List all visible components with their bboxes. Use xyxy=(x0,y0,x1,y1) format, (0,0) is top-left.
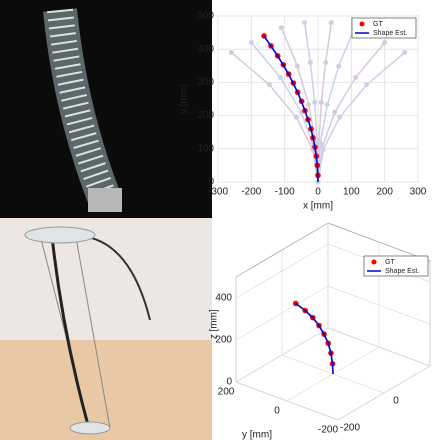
z-axis-label: z [mm] xyxy=(209,309,220,339)
faint-point xyxy=(266,82,272,88)
photo-top xyxy=(0,0,212,218)
faint-point xyxy=(318,99,324,105)
x-tick-label: -200 xyxy=(340,423,360,434)
z-tick-label: 0 xyxy=(226,377,232,388)
legend-label: Shape Est. xyxy=(385,268,419,275)
legend-marker xyxy=(371,259,377,265)
grid-line xyxy=(327,285,431,325)
faint-point xyxy=(364,82,370,88)
y-tick-label: 400 xyxy=(197,44,214,55)
y-tick-label: 0 xyxy=(274,406,280,417)
faint-point xyxy=(277,74,283,80)
faint-point xyxy=(336,63,342,69)
estimate-line xyxy=(295,302,334,375)
grid-line xyxy=(235,285,329,341)
x-tick-label: 200 xyxy=(376,187,393,198)
legend-label: GT xyxy=(373,21,383,28)
x-tick-label: -300 xyxy=(208,187,228,198)
y-tick-label: 0 xyxy=(208,177,214,188)
faint-point xyxy=(302,20,308,26)
faint-point xyxy=(353,74,359,80)
y-tick-label: 300 xyxy=(197,77,214,88)
legend-marker xyxy=(359,21,365,27)
faint-point xyxy=(337,114,343,120)
faint-point xyxy=(382,40,388,46)
grid-line xyxy=(337,365,431,421)
y-axis-label: y [mm] xyxy=(242,430,272,440)
faint-point xyxy=(278,25,284,31)
legend-label: Shape Est. xyxy=(373,30,407,37)
x-tick-label: 300 xyxy=(410,187,427,198)
faint-point xyxy=(328,20,334,26)
y-tick-label: 100 xyxy=(197,143,214,154)
faint-point xyxy=(323,59,329,65)
faint-point xyxy=(317,140,323,146)
z-tick-label: 200 xyxy=(215,335,232,346)
y-tick-label: 200 xyxy=(218,387,235,398)
x-tick-label: -100 xyxy=(275,187,295,198)
y-tick-label: -200 xyxy=(318,425,338,436)
x-axis-label: x [mm] xyxy=(303,201,333,212)
faint-point xyxy=(402,50,408,56)
y-tick-label: 200 xyxy=(197,110,214,121)
faint-point xyxy=(248,40,254,46)
faint-point xyxy=(332,109,338,115)
legend-label: GT xyxy=(385,259,395,266)
y-tick-label: 500 xyxy=(197,11,214,22)
faint-point xyxy=(312,99,318,105)
faint-point xyxy=(306,102,312,108)
faint-point xyxy=(294,63,300,69)
faint-point xyxy=(324,102,330,108)
x-tick-label: 100 xyxy=(343,187,360,198)
photo-bottom xyxy=(0,218,212,440)
grid-line xyxy=(235,327,329,383)
faint-point xyxy=(228,50,234,56)
grid-line xyxy=(327,327,431,367)
x-tick-label: 0 xyxy=(315,187,321,198)
faint-point xyxy=(293,114,299,120)
faint-point xyxy=(307,59,313,65)
y-axis-label: y [mm] xyxy=(179,84,190,114)
estimate-line xyxy=(263,35,319,183)
grid-line xyxy=(235,243,329,299)
x-tick-label: 0 xyxy=(393,396,399,407)
x-tick-label: -200 xyxy=(241,187,261,198)
z-tick-label: 400 xyxy=(215,293,232,304)
faint-point xyxy=(320,146,326,152)
